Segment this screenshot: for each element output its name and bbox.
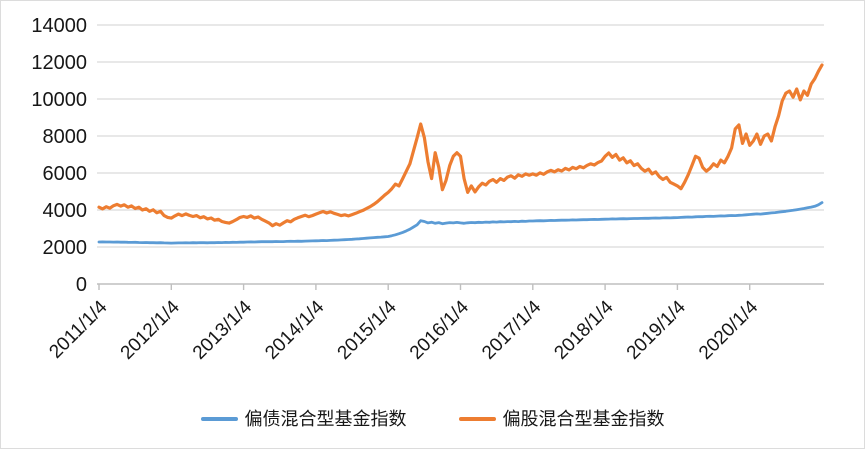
chart-legend: 偏债混合型基金指数 偏股混合型基金指数 (1, 399, 864, 439)
series-line-1 (97, 63, 824, 228)
equity-series-line-marker (458, 416, 496, 422)
x-axis-tick-label: 2019/1/4 (623, 296, 690, 363)
y-axis-tick-label: 0 (76, 274, 87, 296)
y-axis-labels: 0 2000 4000 6000 8000 10000 12000 14000 (31, 15, 87, 296)
bond-series-line-marker (200, 416, 238, 422)
x-axis-tick-label: 2011/1/4 (45, 296, 111, 362)
y-axis-tick-label: 2000 (43, 237, 88, 259)
series-line-0 (97, 201, 824, 245)
x-axis-tick-label: 2018/1/4 (550, 296, 617, 363)
x-axis-labels: 2011/1/4 2012/1/4 2013/1/4 2014/1/4 2015/1/4… (45, 296, 762, 363)
x-axis-tick-label: 2020/1/4 (695, 296, 762, 363)
legend-item-equity-hybrid-index: 偏股混合型基金指数 (458, 409, 665, 429)
legend-label: 偏债混合型基金指数 (244, 409, 407, 429)
y-axis-tick-label: 4000 (43, 200, 88, 222)
gridlines (97, 24, 824, 248)
y-axis-tick-label: 6000 (43, 163, 88, 185)
y-axis-tick-label: 14000 (31, 15, 87, 37)
x-axis-tick-label: 2016/1/4 (406, 296, 473, 363)
series-lines (97, 63, 824, 245)
y-axis-tick-label: 10000 (31, 89, 87, 111)
x-axis-tick-label: 2014/1/4 (261, 296, 328, 363)
x-axis-tick-label: 2017/1/4 (478, 296, 545, 363)
x-axis (97, 283, 824, 290)
x-axis-tick-label: 2012/1/4 (117, 296, 184, 363)
x-axis-tick-label: 2013/1/4 (189, 296, 256, 363)
legend-item-bond-hybrid-index: 偏债混合型基金指数 (200, 409, 407, 429)
y-axis-tick-label: 12000 (31, 52, 87, 74)
x-axis-tick-label: 2015/1/4 (334, 296, 401, 363)
y-axis-tick-label: 8000 (43, 126, 88, 148)
legend-label: 偏股混合型基金指数 (502, 409, 665, 429)
